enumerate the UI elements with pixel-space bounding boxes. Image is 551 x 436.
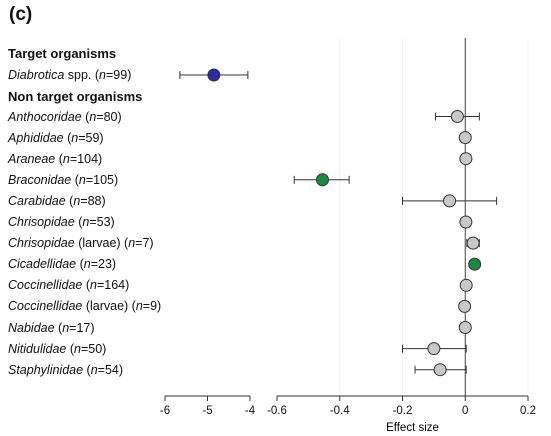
row-label: Nabidae (n=17) xyxy=(8,320,95,335)
row-label: Anthocoridae (n=80) xyxy=(8,109,122,124)
taxon-name: Anthocoridae xyxy=(8,109,82,124)
x-tick-label: 0.2 xyxy=(520,405,536,417)
taxon-name: Chrisopidae xyxy=(8,236,75,251)
x-axis-label: Effect size xyxy=(386,422,439,434)
row-label: Carabidae (n=88) xyxy=(8,193,106,208)
row-label: Staphylinidae (n=54) xyxy=(8,362,124,377)
taxon-name: Braconidae xyxy=(8,172,72,187)
taxon-name: Nitidulidae xyxy=(8,341,67,356)
taxon-name: Cicadellidae xyxy=(8,257,77,272)
row-label: Chrisopidae (larvae) (n=7) xyxy=(8,236,154,251)
taxon-name: Diabrotica xyxy=(8,68,65,82)
taxon-name: Carabidae xyxy=(8,193,66,208)
x-tick-label: -0.4 xyxy=(330,405,350,417)
taxon-name: Aphididae xyxy=(8,130,64,145)
effect-point xyxy=(459,215,473,229)
panel-label: (c) xyxy=(9,4,33,25)
x-tick-label: 0 xyxy=(462,405,468,417)
row-label: Braconidae (n=105) xyxy=(8,172,119,187)
effect-point xyxy=(207,68,221,82)
row-label: Nitidulidae (n=50) xyxy=(8,341,107,356)
heading-target-organisms: Target organisms xyxy=(8,46,117,61)
effect-point xyxy=(458,131,472,145)
effect-point xyxy=(458,299,472,313)
effect-point xyxy=(427,342,441,356)
row-label: Chrisopidae (n=53) xyxy=(8,215,115,229)
effect-point xyxy=(443,194,457,208)
effect-point xyxy=(459,278,473,292)
row-label: Cicadellidae (n=23) xyxy=(8,257,117,272)
row-label: Aphididae (n=59) xyxy=(8,130,104,145)
taxon-name: Coccinellidae xyxy=(8,299,83,314)
row-label: Coccinellidae (n=164) xyxy=(8,278,130,293)
x-tick-label: -6 xyxy=(160,405,170,417)
taxon-name: Araneae xyxy=(8,151,56,166)
taxon-name: Staphylinidae xyxy=(8,362,84,377)
row-label: Araneae (n=104) xyxy=(8,151,103,166)
effect-point xyxy=(450,110,464,123)
row-label: Coccinellidae (larvae) (n=9) xyxy=(8,299,162,314)
taxon-name: Nabidae xyxy=(8,320,55,335)
effect-point xyxy=(458,321,472,334)
effect-point xyxy=(468,257,482,271)
effect-point xyxy=(459,152,473,166)
x-tick-label: -0.2 xyxy=(393,405,413,417)
effect-point xyxy=(466,236,480,250)
effect-point xyxy=(315,173,329,187)
effect-point xyxy=(433,363,447,377)
x-tick-label: -0.6 xyxy=(267,405,287,417)
row-label: Diabrotica spp. (n=99) xyxy=(8,68,132,82)
x-tick-label: -5 xyxy=(202,405,212,417)
taxon-name: Chrisopidae xyxy=(8,215,75,229)
taxon-name: Coccinellidae xyxy=(8,278,83,293)
x-tick-label: -4 xyxy=(245,405,256,417)
heading-non-target-organisms: Non target organisms xyxy=(8,88,143,104)
